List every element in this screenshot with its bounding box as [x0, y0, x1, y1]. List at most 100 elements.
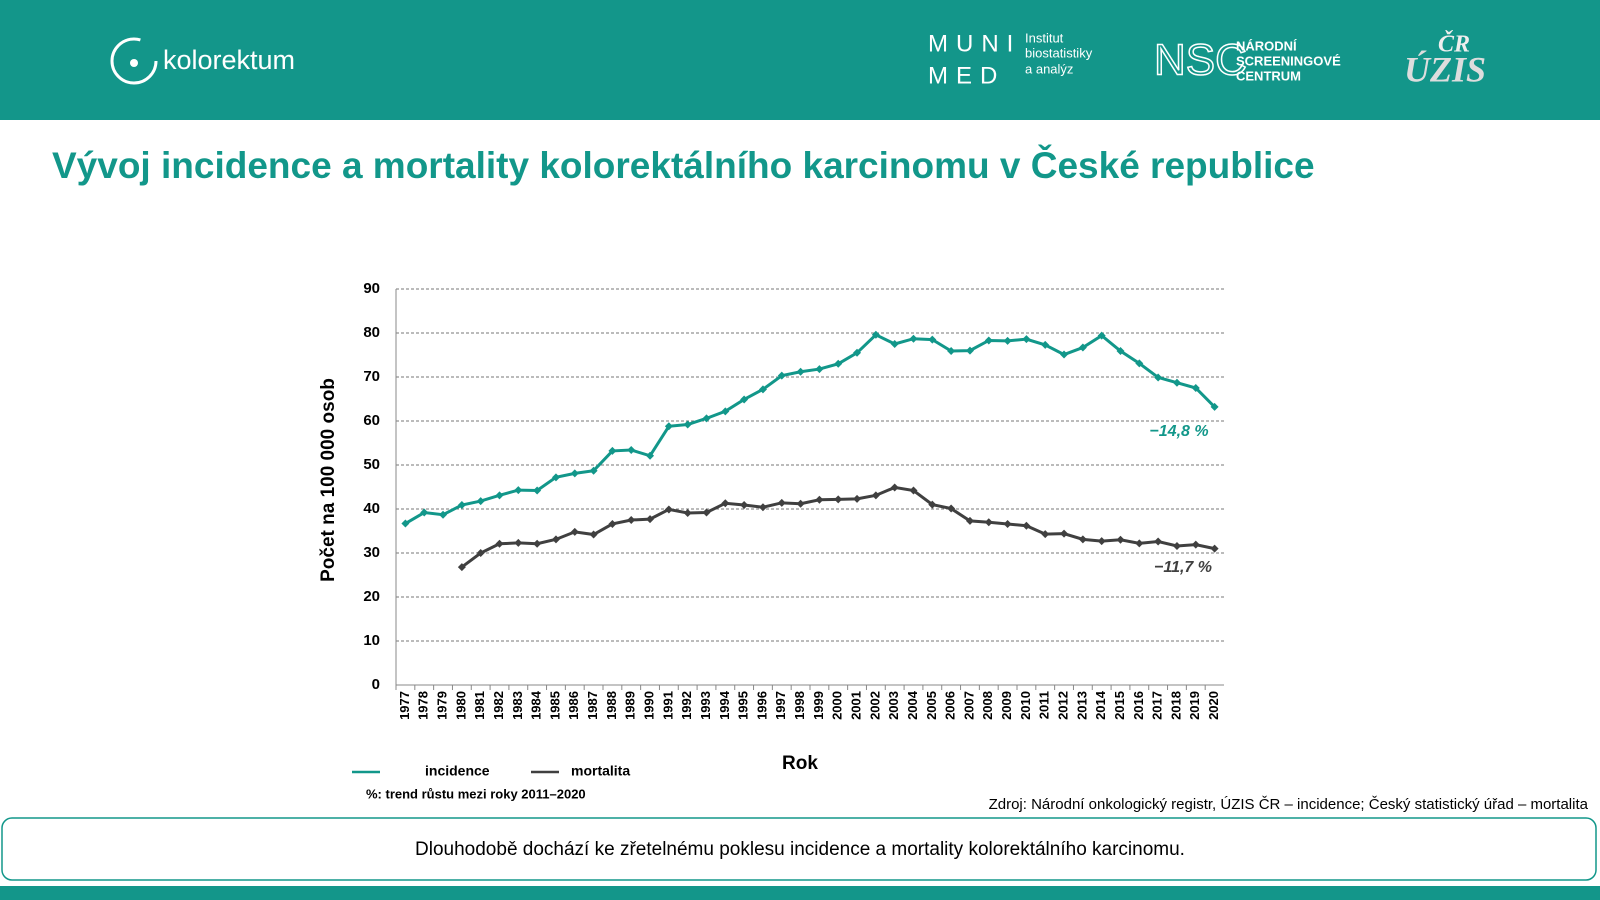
x-tick-label: 1989 [623, 691, 638, 720]
point [1060, 529, 1069, 538]
x-tick-label: 1990 [641, 691, 656, 720]
y-axis-label: Počet na 100 000 osob [318, 378, 339, 582]
x-tick-label: 1994 [717, 690, 732, 720]
series-line [404, 332, 1216, 525]
point [1097, 537, 1106, 546]
source: Zdroj: Národní onkologický registr, ÚZIS… [989, 796, 1589, 813]
x-tick-label: 2003 [886, 691, 901, 720]
point [758, 503, 767, 512]
message-box [1, 817, 1597, 881]
point [646, 515, 655, 524]
point [1135, 539, 1144, 548]
x-tick-label: 1995 [736, 691, 751, 720]
point [664, 505, 673, 514]
y-tick-label: 90 [363, 280, 380, 297]
y-tick-label: 10 [363, 632, 380, 649]
x-tick-label: 2018 [1168, 691, 1183, 720]
x-tick-label: 1981 [472, 691, 487, 720]
x-tick-label: 2012 [1055, 691, 1070, 720]
x-tick-label: 1997 [773, 691, 788, 720]
logo-text: kolorektum [163, 45, 295, 75]
x-tick-label: 1985 [547, 691, 562, 720]
point [476, 497, 485, 506]
x-tick-label: 1999 [811, 691, 826, 720]
point [965, 516, 974, 525]
y-tick-label: 80 [363, 324, 380, 341]
x-tick-label: 2002 [867, 691, 882, 720]
x-tick-label: 1979 [434, 691, 449, 720]
institute-line: Institut [1025, 30, 1064, 45]
point [909, 334, 918, 343]
point [853, 494, 862, 503]
point [815, 365, 824, 374]
x-tick-label: 2016 [1131, 691, 1146, 720]
x-tick-label: 1996 [754, 691, 769, 720]
y-tick-label: 40 [363, 500, 380, 517]
x-tick-label: 2010 [1018, 691, 1033, 720]
y-tick-label: 60 [363, 412, 380, 429]
x-tick-label: 1983 [510, 691, 525, 720]
x-tick-label: 1992 [679, 691, 694, 720]
point [533, 486, 542, 495]
point [928, 335, 937, 344]
point [664, 422, 673, 431]
x-tick-label: 2015 [1112, 691, 1127, 720]
point [608, 446, 617, 455]
point [1172, 378, 1181, 387]
point [853, 348, 862, 357]
logo-icon [110, 37, 158, 85]
point [476, 549, 485, 557]
point [965, 346, 974, 355]
point [627, 446, 636, 455]
x-tick-label: 2007 [961, 691, 976, 720]
nsc-line: CENTRUM [1236, 68, 1301, 83]
point [1022, 335, 1031, 344]
point [1116, 347, 1125, 356]
point [1041, 340, 1050, 349]
y-tick-label: 0 [372, 676, 380, 693]
point [608, 519, 617, 528]
point [947, 504, 956, 513]
point [758, 385, 767, 394]
point [570, 469, 579, 478]
point [740, 395, 749, 404]
legend-label: incidence [425, 763, 490, 779]
point [984, 518, 993, 527]
point [551, 473, 560, 482]
x-tick-label: 2001 [848, 691, 863, 720]
point [627, 516, 636, 524]
point [1003, 336, 1012, 345]
point [890, 483, 899, 492]
x-tick-label: 2017 [1150, 691, 1165, 720]
x-tick-label: 2006 [943, 691, 958, 720]
point [702, 508, 711, 517]
point [533, 539, 542, 548]
annotation: −14,8 % [1149, 423, 1208, 440]
x-tick-label: 1986 [566, 691, 581, 720]
annotation: −11,7 % [1154, 559, 1212, 576]
point [457, 501, 466, 510]
y-tick-label: 20 [363, 588, 380, 605]
point [834, 495, 843, 504]
x-tick-label: 1988 [604, 691, 619, 720]
x-tick-label: 2009 [999, 691, 1014, 720]
point [777, 371, 786, 380]
point [796, 499, 805, 508]
x-tick-label: 1987 [585, 691, 600, 720]
point [947, 347, 956, 356]
point [909, 486, 918, 495]
message: Dlouhodobě dochází ke zřetelnému poklesu… [415, 839, 1185, 860]
x-axis-label: Rok [782, 753, 818, 774]
x-tick-label: 1982 [491, 691, 506, 720]
point [796, 367, 805, 376]
point [1060, 350, 1069, 359]
point [1097, 331, 1106, 340]
point [890, 340, 899, 348]
point [871, 491, 880, 500]
point [1154, 537, 1163, 546]
muni-bottom: MED [928, 62, 1005, 89]
point [495, 491, 504, 500]
x-tick-label: 1991 [660, 691, 675, 720]
point [1003, 519, 1012, 528]
institute-line: biostatistiky [1025, 45, 1093, 60]
